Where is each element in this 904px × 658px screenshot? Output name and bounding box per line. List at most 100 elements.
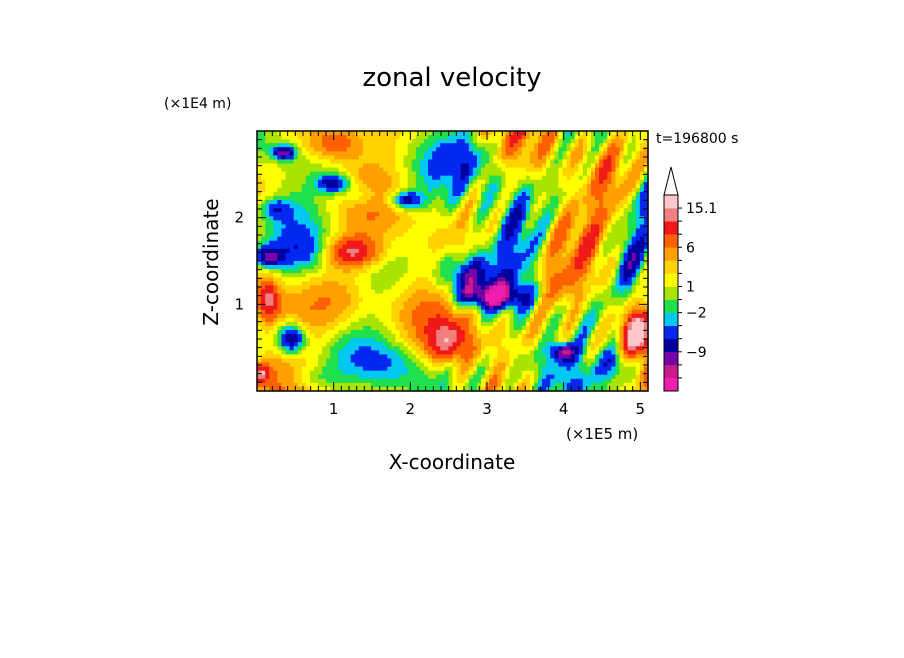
field-cell (330, 159, 335, 165)
field-cell (497, 265, 502, 270)
field-cell (436, 216, 441, 221)
field-cell (570, 155, 576, 161)
field-cell (423, 139, 429, 144)
field-cell (529, 281, 535, 286)
field-cell (509, 212, 515, 217)
field-cell (297, 305, 303, 311)
field-cell (550, 208, 555, 213)
field-cell (281, 293, 287, 299)
field-cell (314, 305, 319, 311)
field-cell (338, 171, 344, 177)
field-cell (493, 167, 498, 173)
field-cell (639, 212, 645, 217)
field-cell (403, 167, 409, 173)
field-cell (456, 175, 462, 181)
field-cell (407, 236, 413, 242)
field-cell (497, 212, 502, 217)
field-cell (444, 273, 450, 278)
field-cell (529, 301, 535, 307)
field-cell (375, 301, 380, 307)
field-cell (501, 334, 507, 339)
field-cell (440, 163, 445, 169)
field-cell (334, 183, 340, 189)
field-cell (489, 167, 494, 173)
field-cell (566, 232, 572, 238)
field-cell (456, 155, 462, 161)
field-cell (586, 216, 592, 221)
field-cell (542, 159, 547, 165)
field-cell (639, 252, 645, 258)
field-cell (590, 338, 596, 343)
field-cell (354, 163, 360, 169)
field-cell (619, 338, 625, 343)
field-cell (362, 147, 368, 152)
field-cell (379, 204, 384, 209)
field-cell (432, 305, 437, 311)
field-cell (525, 171, 531, 177)
field-cell (261, 216, 266, 221)
field-cell (314, 293, 319, 299)
field-cell (476, 334, 482, 339)
field-cell (529, 135, 535, 140)
field-cell (314, 216, 319, 221)
field-cell (452, 289, 458, 295)
field-cell (375, 330, 380, 335)
field-cell (322, 261, 327, 266)
field-cell (448, 155, 454, 161)
field-cell (631, 252, 637, 258)
field-cell (423, 191, 429, 197)
field-cell (293, 183, 299, 189)
field-cell (444, 256, 450, 262)
field-cell (635, 305, 641, 311)
field-cell (444, 236, 450, 242)
field-cell (387, 313, 392, 319)
field-cell (493, 191, 498, 197)
field-cell (301, 167, 307, 173)
field-cell (538, 313, 543, 319)
field-cell (578, 200, 584, 205)
field-cell (366, 208, 372, 213)
field-cell (590, 252, 596, 258)
field-cell (599, 326, 604, 331)
field-cell (554, 301, 559, 307)
field-cell (558, 305, 564, 311)
field-cell (485, 313, 490, 319)
field-cell (411, 171, 417, 177)
field-cell (407, 301, 413, 307)
field-cell (334, 131, 340, 136)
field-cell (411, 285, 417, 291)
field-cell (525, 200, 531, 205)
field-cell (550, 155, 555, 161)
field-cell (538, 147, 543, 152)
field-cell (411, 232, 417, 238)
field-cell (318, 289, 323, 295)
field-cell (574, 159, 580, 165)
field-cell (342, 293, 348, 299)
field-cell (538, 244, 543, 250)
field-cell (371, 297, 376, 303)
field-cell (476, 326, 482, 331)
field-cell (635, 248, 641, 254)
field-cell (297, 313, 303, 319)
field-cell (432, 252, 437, 258)
field-cell (379, 163, 384, 169)
field-cell (399, 159, 405, 165)
field-cell (301, 159, 307, 165)
field-cell (529, 240, 535, 246)
field-cell (371, 159, 376, 165)
field-cell (554, 135, 559, 140)
field-cell (468, 135, 474, 140)
field-cell (464, 191, 470, 197)
field-cell (607, 256, 612, 262)
field-cell (476, 321, 482, 327)
field-cell (529, 317, 535, 323)
field-cell (460, 147, 466, 152)
field-cell (505, 171, 511, 177)
field-cell (607, 265, 612, 270)
field-cell (639, 232, 645, 238)
field-cell (635, 232, 641, 238)
field-cell (257, 277, 262, 282)
field-cell (627, 273, 633, 278)
field-cell (566, 330, 572, 335)
field-cell (574, 261, 580, 266)
